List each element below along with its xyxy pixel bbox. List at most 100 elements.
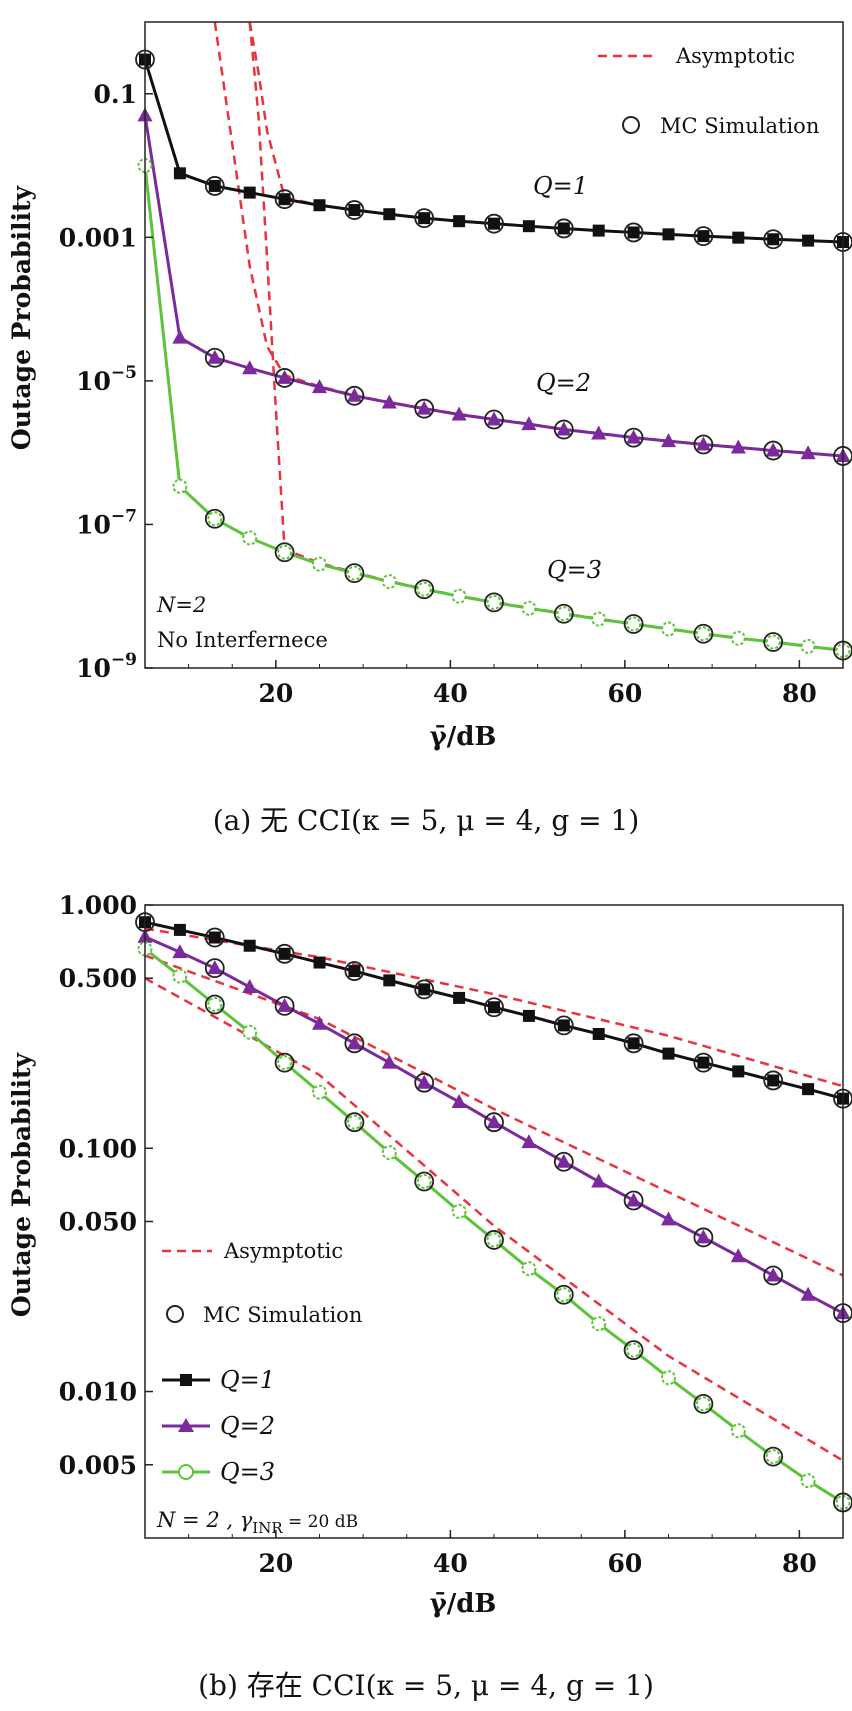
- data-point: [662, 1047, 675, 1060]
- mc-simulation-point: [553, 1151, 574, 1172]
- data-point: [661, 621, 676, 637]
- data-point: [661, 433, 676, 448]
- data-point: [243, 939, 256, 952]
- mc-simulation-point: [693, 623, 714, 644]
- data-point: [730, 439, 746, 454]
- data-point: [695, 1229, 711, 1244]
- data-point: [277, 997, 293, 1012]
- data-point: [172, 329, 188, 344]
- data-point: [488, 217, 500, 230]
- mc-simulation-point: [204, 994, 225, 1015]
- data-point: [695, 436, 711, 451]
- x-tick-label: 20: [258, 679, 293, 708]
- mc-simulation-point: [623, 222, 644, 243]
- y-tick-label: 10−9: [76, 650, 137, 683]
- mc-simulation-point: [344, 385, 365, 406]
- panel-b-markers: [135, 912, 852, 1513]
- data-point: [800, 445, 816, 460]
- mc-simulation-point: [763, 229, 784, 250]
- data-point: [207, 996, 223, 1012]
- data-point: [732, 1065, 745, 1078]
- legend-asymptotic-label: Asymptotic: [675, 44, 795, 68]
- data-point: [627, 226, 640, 239]
- mc-simulation-point: [553, 1284, 574, 1305]
- data-point: [172, 968, 188, 984]
- y-tick-label: 0.050: [59, 1208, 137, 1237]
- data-point: [278, 947, 291, 960]
- panel-a-note-annotation: No Interfernece: [157, 628, 328, 652]
- legend-mc-swatch: [622, 116, 640, 134]
- panel-a-ylabel: Outage Probability: [7, 184, 36, 450]
- data-point: [592, 1027, 605, 1040]
- mc-simulation-point: [623, 1190, 644, 1211]
- mc-simulation-point: [274, 995, 295, 1016]
- data-point: [207, 960, 223, 975]
- data-point: [451, 588, 467, 604]
- x-tick-label: 80: [782, 1549, 817, 1578]
- mc-simulation-point: [553, 419, 574, 440]
- panel-a-markers: [135, 49, 852, 661]
- data-point: [242, 979, 258, 994]
- data-point: [556, 1287, 572, 1303]
- legend-b-q2-label: Q=2: [220, 1412, 275, 1440]
- data-point: [626, 1192, 642, 1207]
- mc-simulation-point: [553, 603, 574, 624]
- mc-simulation-point: [693, 1227, 714, 1248]
- data-point: [416, 581, 432, 597]
- data-point: [278, 193, 291, 206]
- data-point: [522, 1009, 535, 1022]
- data-point: [556, 1153, 572, 1168]
- legend-b-mc-label: MC Simulation: [203, 1303, 362, 1327]
- data-point: [591, 1316, 607, 1332]
- legend-b-q3-marker: [178, 1464, 194, 1480]
- x-tick-label: 40: [433, 679, 468, 708]
- data-point: [277, 1055, 293, 1071]
- data-point: [695, 1396, 711, 1412]
- mc-simulation-point: [484, 213, 504, 234]
- data-point: [486, 411, 502, 426]
- data-point: [765, 634, 781, 650]
- data-point: [662, 228, 675, 241]
- data-point: [486, 1232, 502, 1248]
- panel-b-n-suffix: = 20 dB: [283, 1512, 358, 1532]
- data-point: [207, 349, 223, 364]
- mc-simulation-point: [414, 979, 435, 1000]
- mc-simulation-point: [693, 434, 714, 455]
- x-tick-label: 60: [607, 679, 642, 708]
- data-point: [416, 1074, 432, 1089]
- mc-simulation-point: [484, 1112, 504, 1133]
- data-point: [172, 944, 188, 959]
- mc-simulation-point: [763, 1070, 784, 1091]
- data-point: [453, 991, 466, 1004]
- data-point: [661, 1370, 676, 1386]
- legend-b-asymptotic-label: Asymptotic: [223, 1239, 343, 1263]
- mc-simulation-point: [204, 958, 225, 979]
- y-tick-label: 1.000: [59, 891, 137, 920]
- mc-simulation-point: [344, 1112, 365, 1133]
- mc-simulation-point: [553, 218, 574, 239]
- mc-simulation-point: [623, 1340, 644, 1361]
- data-point: [800, 1286, 816, 1301]
- mc-simulation-point: [204, 508, 225, 529]
- data-point: [661, 1211, 676, 1226]
- data-point: [626, 1342, 642, 1358]
- panel-a-xlabel-text: γ̄/dB: [430, 722, 497, 752]
- data-point: [381, 394, 397, 409]
- data-point: [522, 220, 535, 233]
- mc-simulation-point: [414, 398, 435, 419]
- mc-simulation-point: [484, 409, 504, 430]
- data-point: [416, 1174, 432, 1190]
- mc-simulation-point: [763, 440, 784, 461]
- data-point: [521, 600, 537, 616]
- data-point: [348, 204, 361, 217]
- panel-a-xlabel: γ̄/dB: [430, 722, 497, 752]
- data-point: [802, 1083, 815, 1096]
- mc-simulation-point: [414, 208, 435, 229]
- mc-simulation-point: [414, 1072, 435, 1093]
- panel-b-legend: Asymptotic MC Simulation Q=1 Q=2 Q=3: [162, 1239, 362, 1486]
- legend-b-q3-label: Q=3: [220, 1458, 275, 1486]
- data-point: [381, 1054, 397, 1069]
- mc-simulation-point: [344, 961, 365, 981]
- data-point: [277, 544, 293, 560]
- mc-simulation-point: [344, 563, 365, 583]
